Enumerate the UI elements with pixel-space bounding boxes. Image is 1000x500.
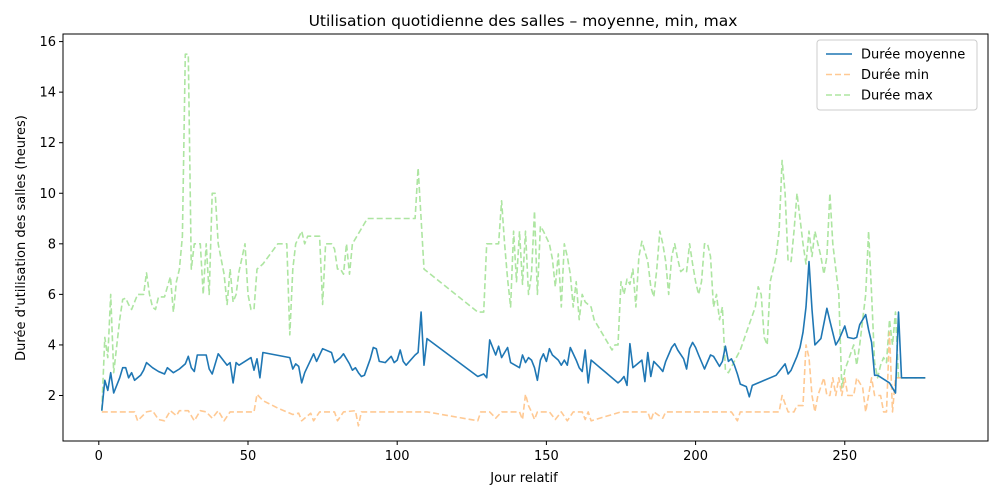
x-tick-label: 50	[240, 449, 257, 464]
plot-area	[101, 53, 926, 427]
series-line-0	[101, 260, 926, 411]
y-tick-label: 4	[48, 338, 56, 353]
x-tick-label: 250	[832, 449, 857, 464]
y-tick-label: 8	[48, 237, 56, 252]
y-tick-label: 12	[39, 136, 56, 151]
x-axis-label: Jour relatif	[489, 471, 558, 486]
x-tick-label: 100	[385, 449, 410, 464]
legend-box	[816, 39, 978, 111]
x-axis: 0 50 100 150 200 250	[95, 441, 857, 464]
chart-title: Utilisation quotidienne des salles – moy…	[309, 12, 738, 30]
series-line-2	[101, 53, 926, 411]
legend-label-2: Durée max	[861, 89, 933, 104]
y-tick-label: 10	[39, 187, 56, 202]
x-tick-label: 150	[534, 449, 559, 464]
y-tick-label: 16	[39, 35, 56, 50]
legend-label-1: Durée min	[861, 68, 929, 83]
legend: Durée moyenne Durée min Durée max	[816, 39, 978, 111]
x-tick-label: 200	[683, 449, 708, 464]
y-axis-label: Durée d'utilisation des salles (heures)	[14, 115, 29, 361]
y-tick-label: 6	[48, 288, 56, 303]
x-tick-label: 0	[95, 449, 103, 464]
y-axis: 2 4 6 8 10 12 14 16	[39, 35, 63, 404]
series-line-1	[101, 331, 926, 427]
y-tick-label: 2	[48, 389, 56, 404]
axes-frame	[62, 33, 989, 442]
legend-label-0: Durée moyenne	[861, 48, 965, 63]
y-tick-label: 14	[39, 86, 56, 101]
